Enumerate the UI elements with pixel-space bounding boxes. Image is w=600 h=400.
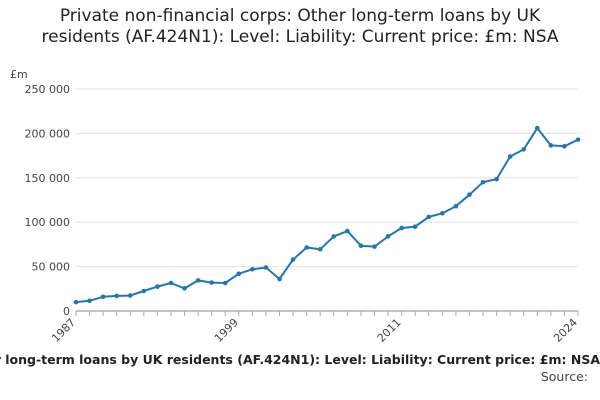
data-point [385,234,391,239]
x-tick-label: 2024 [551,316,580,345]
y-tick-label: 250 000 [25,83,71,96]
data-point [263,265,269,270]
footer-caption: Private non-financial corps: Other long-… [0,352,600,367]
data-point [412,224,418,229]
data-point [317,246,323,252]
data-point [209,280,214,285]
data-point [534,125,540,131]
chart-title: Private non-financial corps: Other long-… [41,6,559,47]
source-label: Source: [540,369,588,384]
data-point [507,154,513,159]
y-tick-label: 0 [63,305,70,318]
data-point [236,271,242,277]
data-point [290,257,296,262]
data-point [467,192,472,197]
x-tick-label: 1999 [212,316,241,345]
data-point [521,147,527,152]
data-point [277,276,282,282]
x-tick-label: 1987 [49,316,78,345]
data-point [127,293,133,298]
data-point [358,243,364,249]
data-point [440,211,445,216]
data-point [494,176,499,182]
data-point [426,214,432,220]
data-point [372,244,377,249]
data-point [195,278,201,283]
data-point [182,286,187,291]
x-tick-label: 2011 [375,316,404,345]
data-point [141,288,147,294]
data-point [222,280,228,286]
y-tick-label: 100 000 [25,216,71,229]
data-point [331,234,337,239]
data-point [575,137,581,142]
y-axis-tick-labels: 0 50 000 100 000 150 000 200 000 250 000 [25,83,71,318]
data-point [114,293,120,299]
y-axis-label: £m [10,68,28,81]
series-line [75,127,579,304]
data-point [87,298,92,304]
footer-caption-strip: Private non-financial corps: Other long-… [0,352,600,368]
data-point [548,143,554,148]
x-axis-ticks: 1987 1999 2011 2024 [49,311,580,345]
data-point [562,143,567,149]
data-points [73,125,581,305]
data-point [304,245,309,250]
data-point [100,294,106,300]
data-point [168,280,174,286]
data-point [250,266,255,272]
y-tick-label: 150 000 [25,172,71,185]
data-point [399,225,404,231]
data-point [480,179,486,185]
data-point [453,203,459,209]
y-tick-label: 200 000 [25,127,71,140]
gridlines [76,88,578,268]
data-point [73,299,79,305]
y-tick-label: 50 000 [32,261,71,274]
data-point [155,284,160,289]
data-point [345,228,350,234]
